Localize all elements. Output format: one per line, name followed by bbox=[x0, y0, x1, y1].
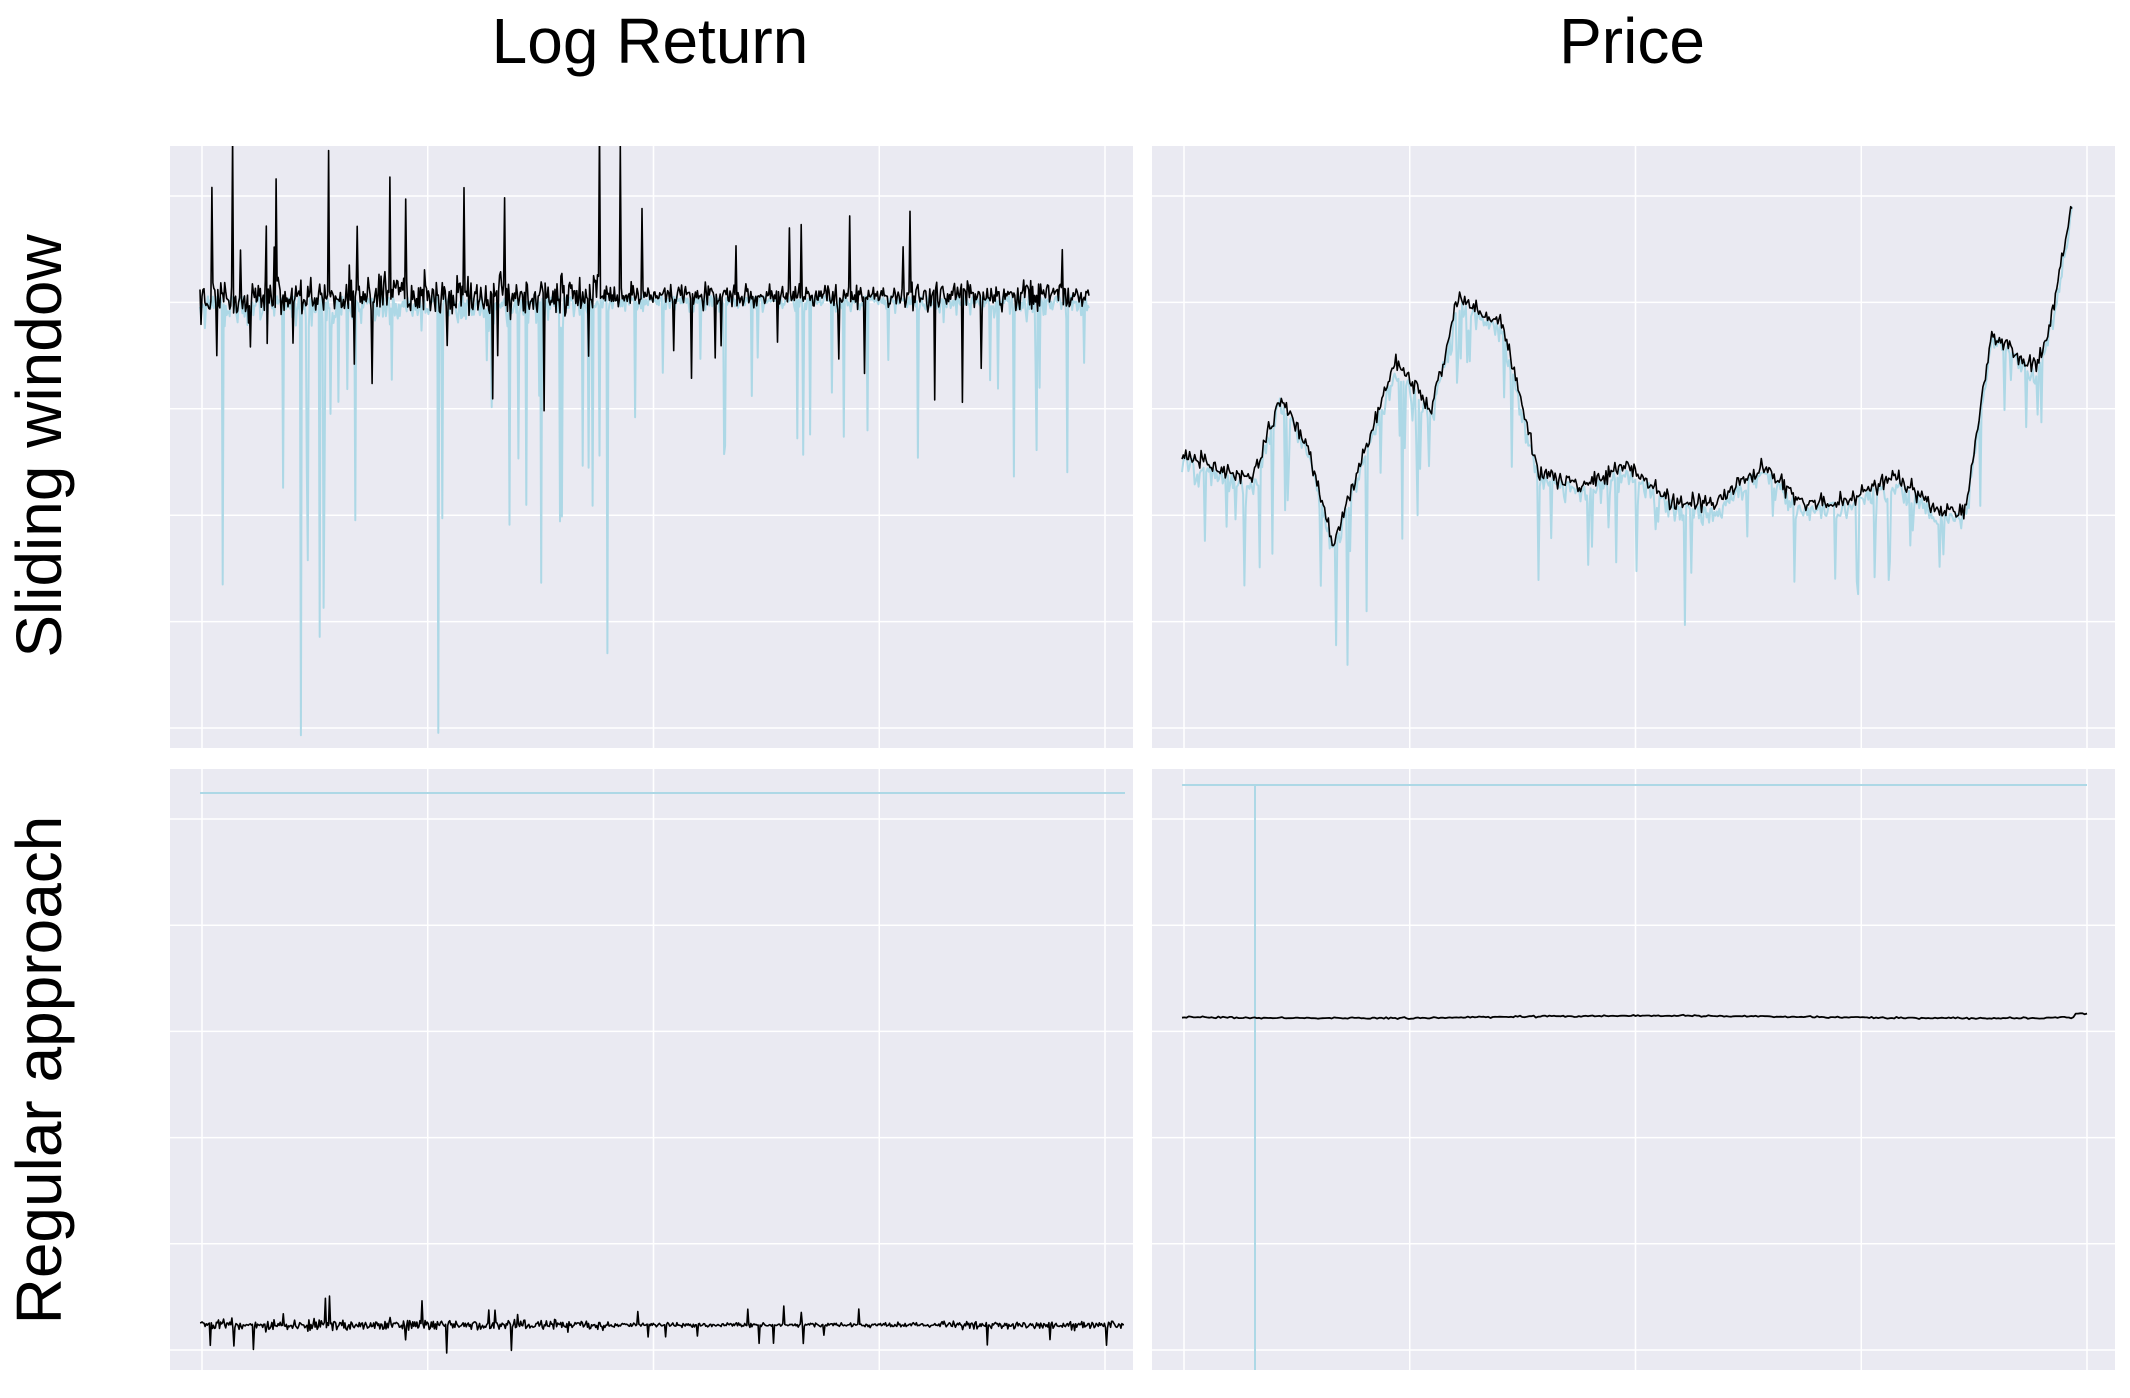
series-background-line bbox=[199, 295, 1090, 737]
panel-reg-price bbox=[1152, 769, 2115, 1370]
panel-background bbox=[170, 146, 1133, 748]
series-foreground-line bbox=[1181, 205, 2073, 547]
column-title-price: Price bbox=[1559, 5, 1705, 77]
series-foreground-line bbox=[199, 146, 1090, 412]
panel-reg-logret bbox=[170, 769, 1133, 1370]
series-foreground-line bbox=[199, 1295, 1125, 1354]
series-background-line bbox=[1181, 206, 2073, 666]
panel-background bbox=[1152, 146, 2115, 748]
panel-background bbox=[170, 769, 1133, 1370]
column-title-log-return: Log Return bbox=[491, 5, 809, 77]
series-foreground-line bbox=[1181, 1012, 2088, 1021]
panel-sw-logret bbox=[170, 146, 1133, 748]
panel-background bbox=[1152, 769, 2115, 1370]
panel-sw-price bbox=[1152, 146, 2115, 748]
